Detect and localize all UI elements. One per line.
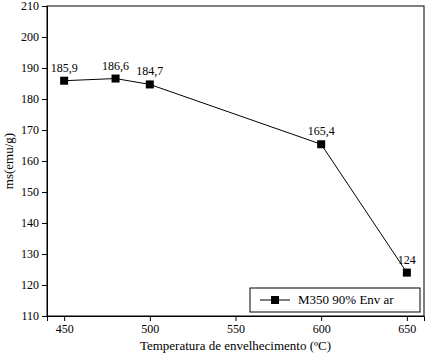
x-tick-label: 450 (56, 322, 74, 336)
y-tick-mark (42, 223, 47, 224)
x-tick-mark (64, 316, 65, 321)
y-tick-label: 170 (21, 123, 39, 137)
data-point (403, 269, 411, 277)
legend: M350 90% Env ar (250, 288, 420, 312)
legend-label: M350 90% Env ar (298, 292, 394, 307)
data-point (146, 80, 154, 88)
x-tick: 500 (141, 316, 159, 336)
y-tick: 170 (21, 123, 47, 137)
y-tick: 150 (21, 185, 47, 199)
y-tick: 180 (21, 92, 47, 106)
data-label: 165,4 (308, 124, 335, 138)
y-tick: 210 (21, 0, 47, 13)
legend-marker (271, 296, 279, 304)
y-tick-label: 210 (21, 0, 39, 13)
y-tick-mark (42, 130, 47, 131)
x-tick-label: 500 (141, 322, 159, 336)
y-tick-label: 140 (21, 216, 39, 230)
chart: 4505005506006501101201301401501601701801… (0, 0, 429, 355)
x-axis: 450 500 550 600 650 (48, 316, 425, 336)
x-tick: 650 (398, 316, 416, 336)
data-label: 124 (398, 253, 416, 267)
y-tick-label: 130 (21, 247, 39, 261)
y-tick-label: 190 (21, 61, 39, 75)
x-tick-mark (150, 316, 151, 321)
y-tick: 130 (21, 247, 47, 261)
y-tick-label: 120 (21, 278, 39, 292)
y-tick-mark (42, 161, 47, 162)
x-tick-label: 550 (227, 322, 245, 336)
plot: 4505005506006501101201301401501601701801… (21, 0, 425, 336)
y-tick-mark (42, 192, 47, 193)
y-tick-mark (42, 37, 47, 38)
y-tick-label: 160 (21, 154, 39, 168)
data-point (60, 77, 68, 85)
legend-box (250, 288, 420, 312)
y-tick-label: 150 (21, 185, 39, 199)
y-tick: 190 (21, 61, 47, 75)
x-axis-title: Temperatura de envelhecimento (ºC) (140, 338, 331, 353)
x-tick-mark (321, 316, 322, 321)
data-labels: 185,9 186,6 184,7 165,4 124 (51, 59, 416, 267)
y-tick-mark (42, 316, 47, 317)
y-tick: 200 (21, 30, 47, 44)
y-tick-label: 200 (21, 30, 39, 44)
x-tick: 600 (313, 316, 331, 336)
y-tick: 160 (21, 154, 47, 168)
y-tick: 120 (21, 278, 47, 292)
y-tick-mark (42, 99, 47, 100)
y-tick: 140 (21, 216, 47, 230)
data-label: 184,7 (136, 64, 163, 78)
data-label: 186,6 (102, 59, 129, 73)
y-tick: 110 (21, 309, 47, 323)
plot-frame (47, 6, 424, 316)
x-tick-label: 650 (398, 322, 416, 336)
x-tick-label: 600 (313, 322, 331, 336)
x-axis-line (48, 317, 425, 322)
y-tick-mark (42, 6, 47, 7)
y-tick-mark (42, 285, 47, 286)
y-tick-mark (42, 254, 47, 255)
data-point (317, 140, 325, 148)
x-tick-mark (236, 316, 237, 321)
x-tick: 550 (227, 316, 245, 336)
y-axis-title: ms(emu/g) (1, 133, 16, 189)
x-tick: 450 (56, 316, 74, 336)
series-line (64, 79, 407, 273)
data-label: 185,9 (51, 61, 78, 75)
y-tick-label: 180 (21, 92, 39, 106)
y-tick-label: 110 (21, 309, 39, 323)
y-axis: 110 120 130 140 150 160 170 180 190 200 210 (21, 0, 48, 323)
y-axis-line (42, 7, 48, 317)
x-tick-mark (407, 316, 408, 321)
marks (60, 75, 411, 277)
data-point (112, 75, 120, 83)
y-tick-mark (42, 68, 47, 69)
